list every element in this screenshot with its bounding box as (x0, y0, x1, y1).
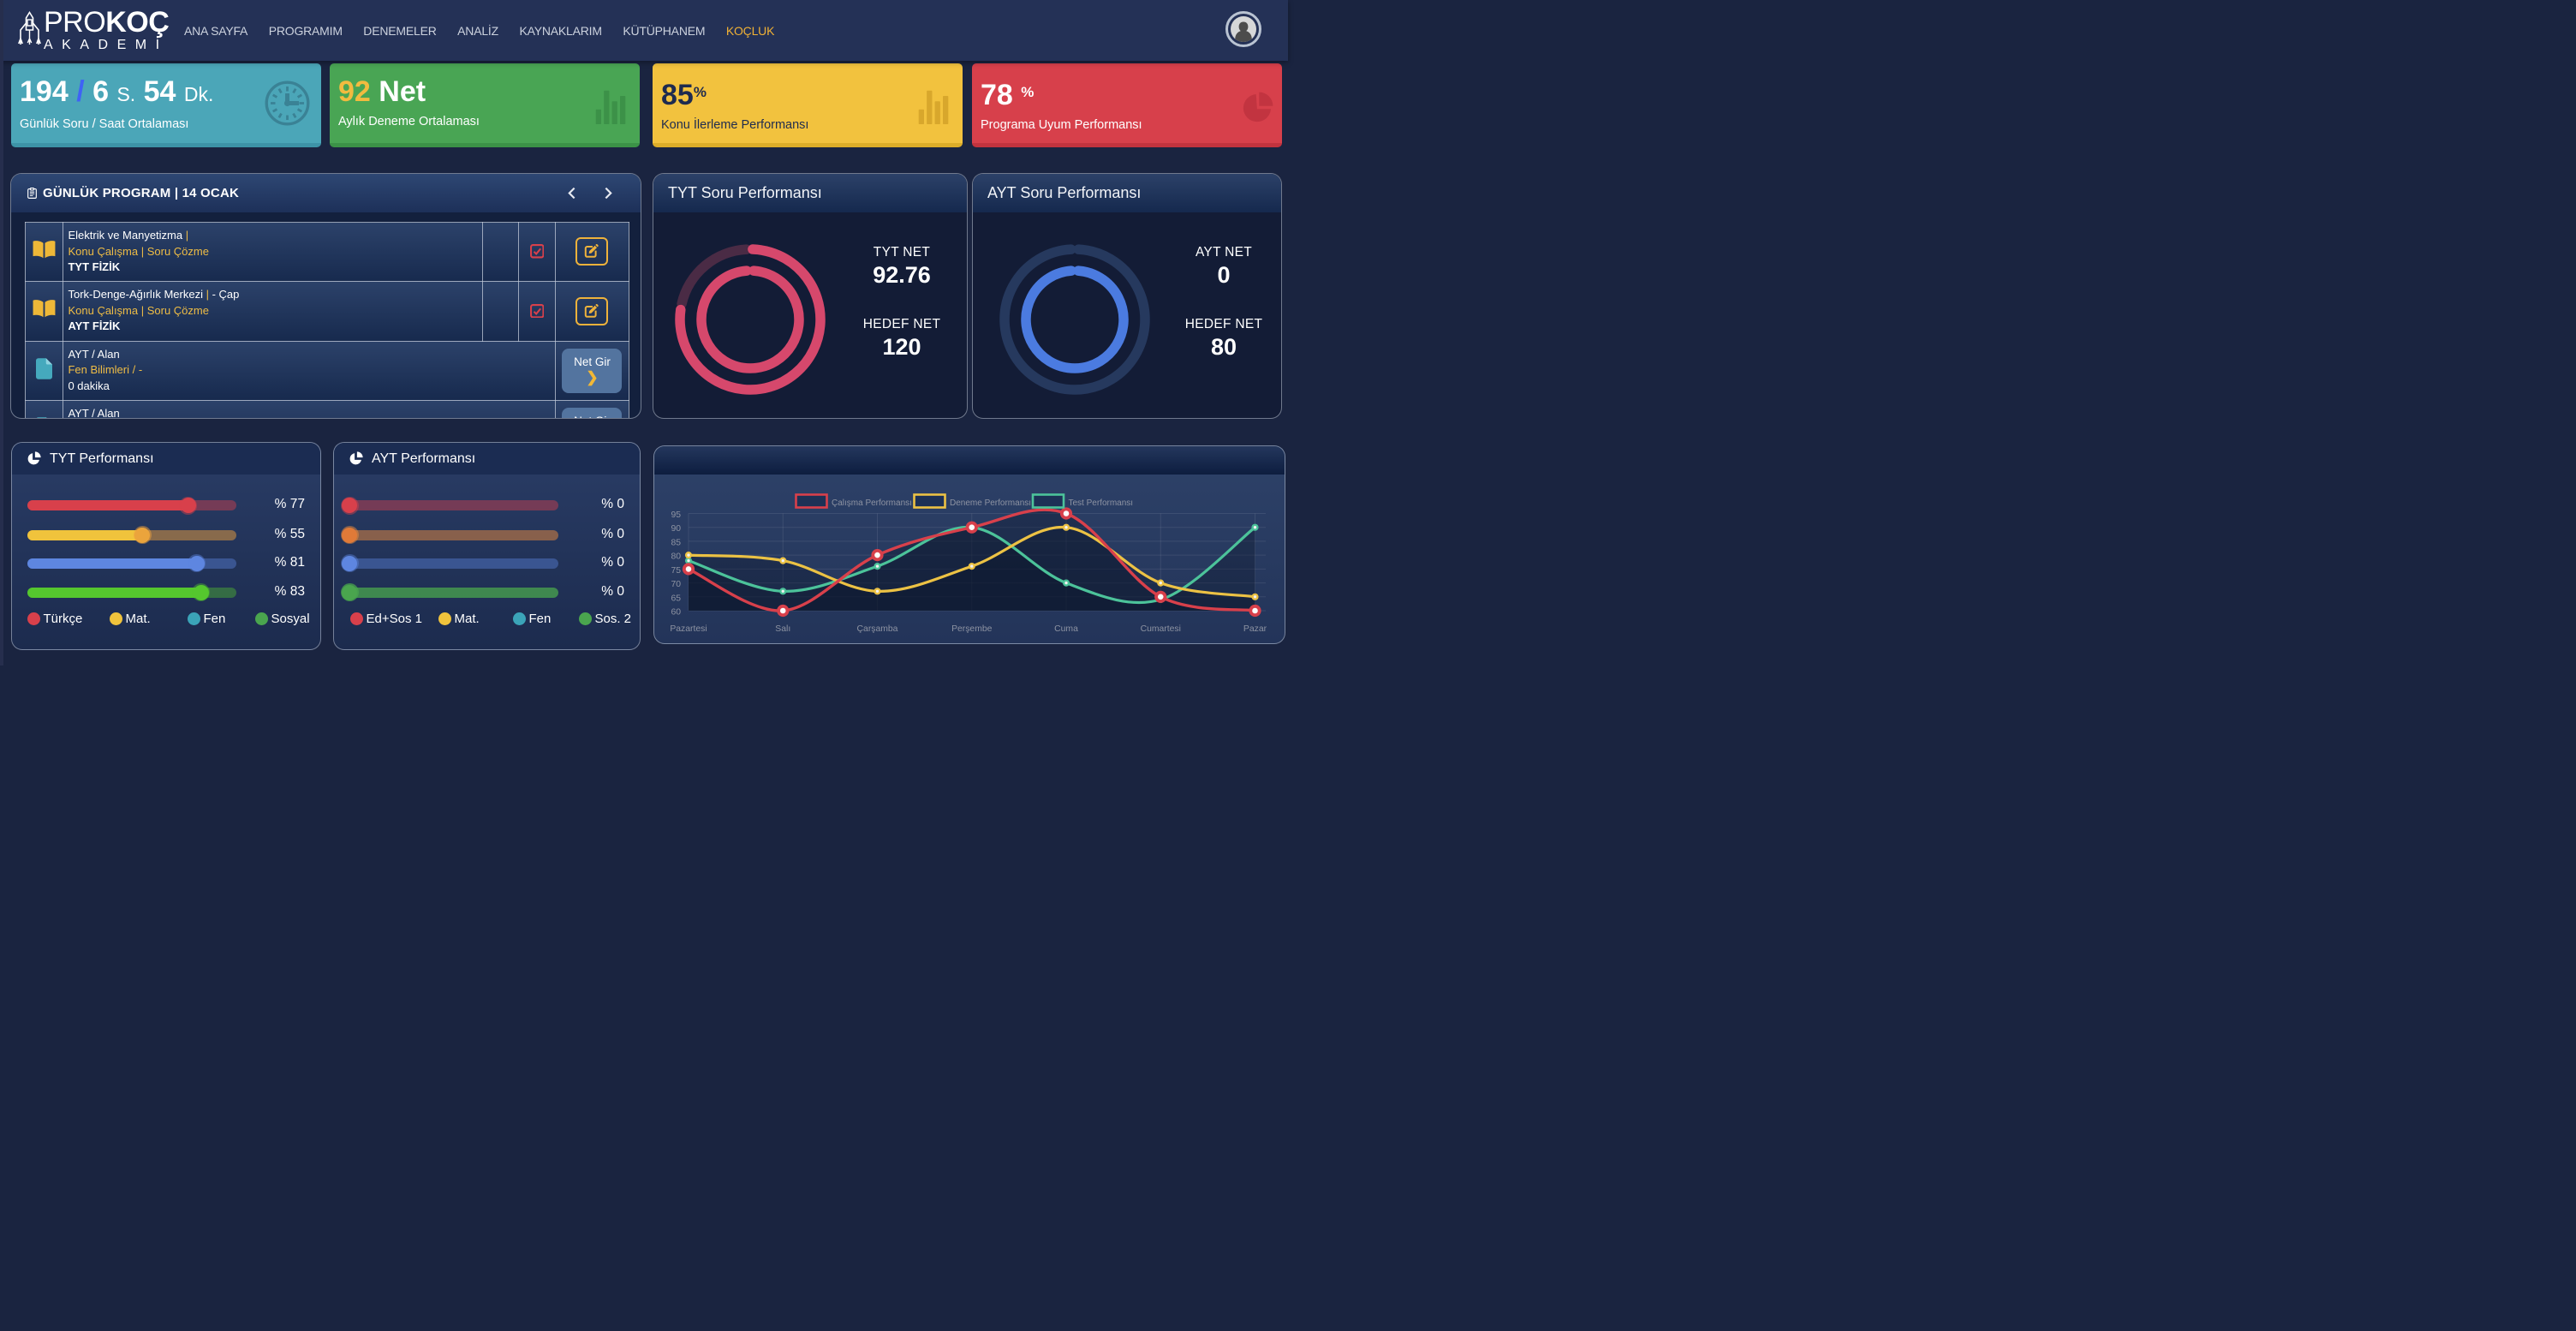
svg-text:90: 90 (671, 524, 681, 534)
svg-text:95: 95 (671, 510, 681, 520)
svg-text:Test Performansı: Test Performansı (1069, 498, 1134, 508)
svg-text:80: 80 (671, 552, 681, 562)
svg-text:Deneme Performansı: Deneme Performansı (950, 498, 1031, 508)
svg-text:75: 75 (671, 566, 681, 576)
svg-text:65: 65 (671, 594, 681, 603)
svg-text:60: 60 (671, 608, 681, 618)
svg-text:Cuma: Cuma (1054, 624, 1078, 634)
svg-text:Salı: Salı (775, 624, 790, 634)
svg-text:Pazartesi: Pazartesi (670, 624, 707, 634)
svg-text:Cumartesi: Cumartesi (1141, 624, 1181, 634)
svg-text:85: 85 (671, 538, 681, 547)
svg-text:Perşembe: Perşembe (951, 624, 993, 634)
svg-text:Çalışma Performansı: Çalışma Performansı (832, 498, 912, 508)
svg-text:Çarşamba: Çarşamba (857, 624, 898, 634)
svg-text:70: 70 (671, 580, 681, 589)
svg-text:Pazar: Pazar (1243, 624, 1267, 634)
